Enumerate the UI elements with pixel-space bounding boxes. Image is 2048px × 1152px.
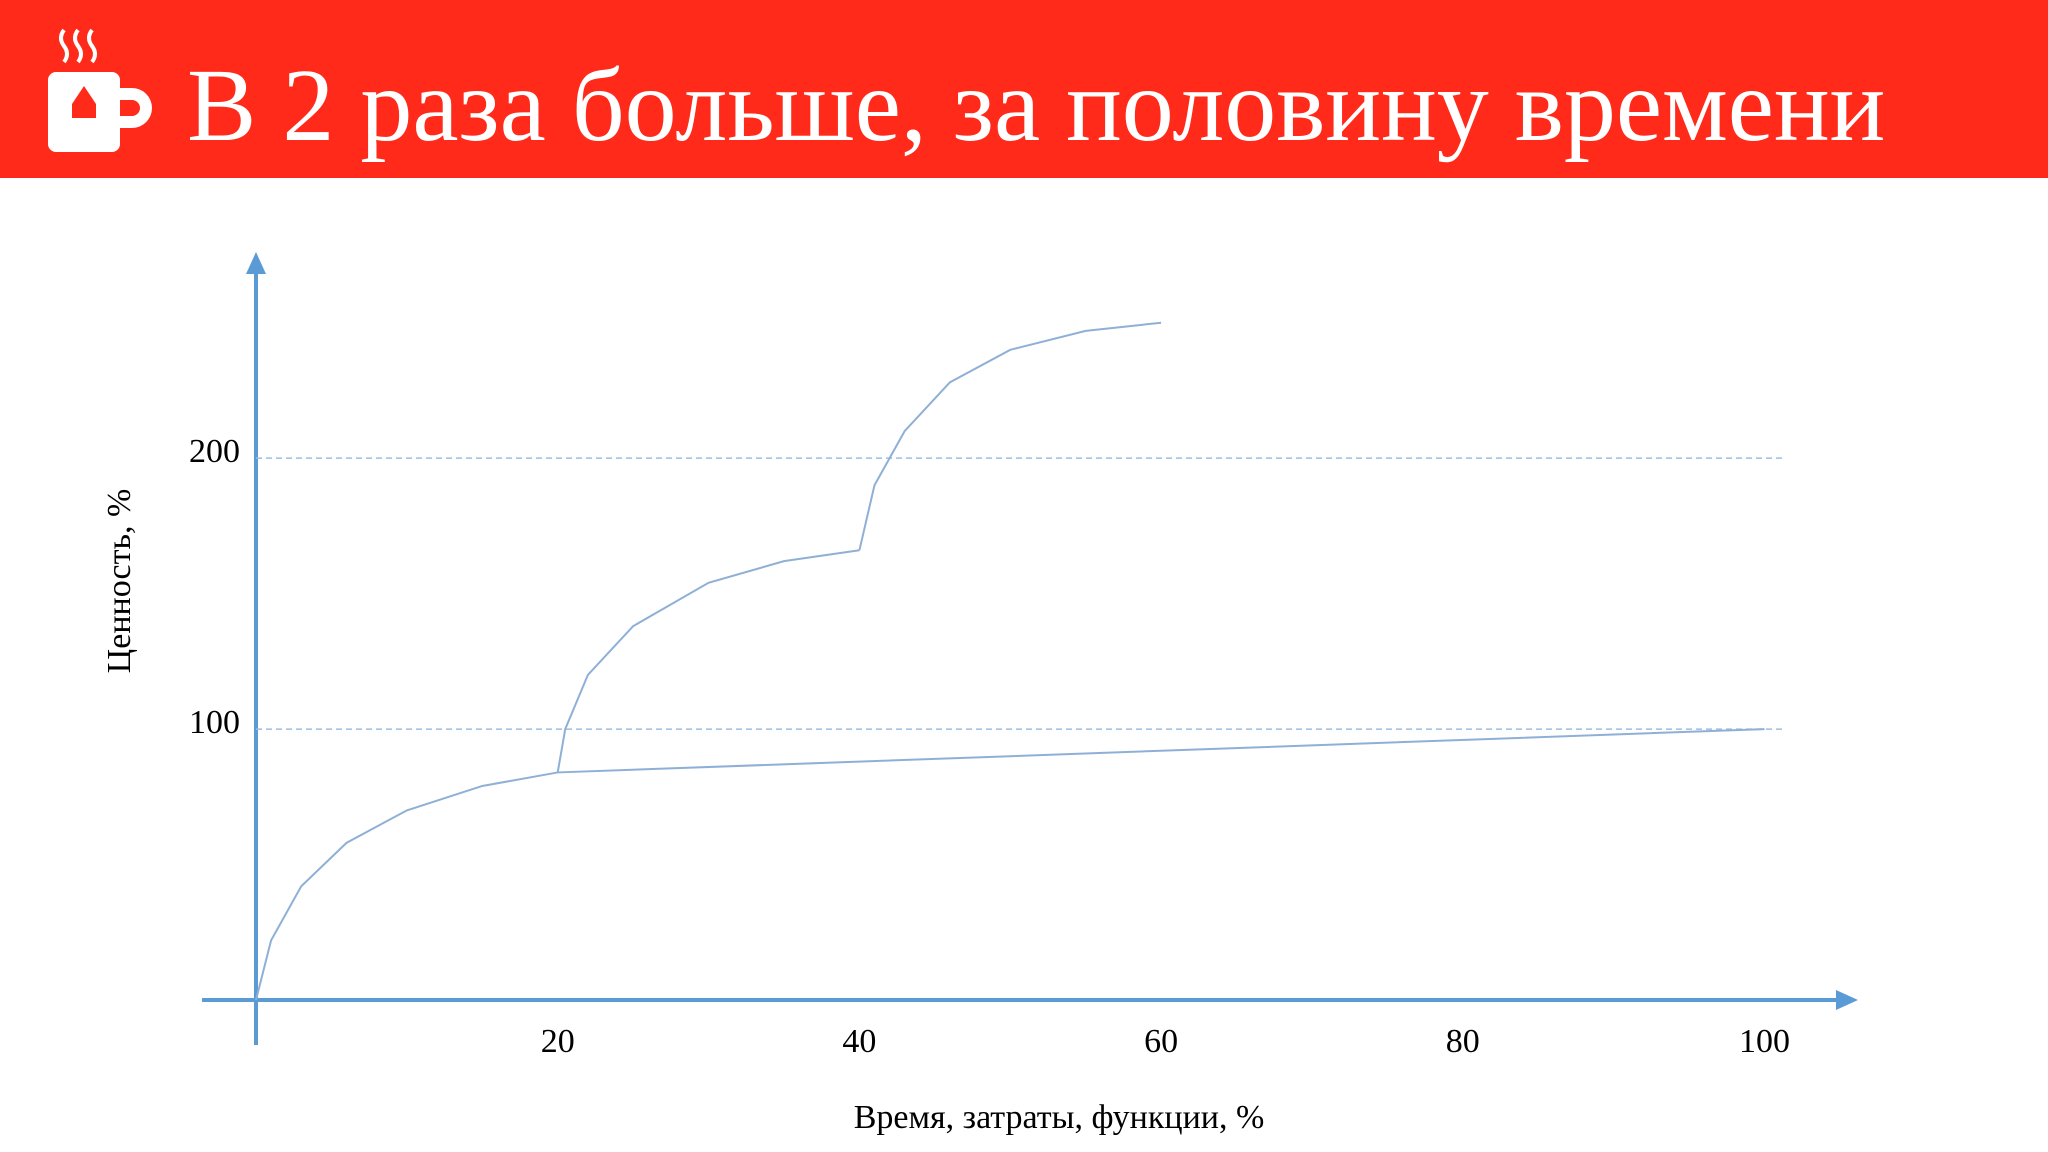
x-tick-label: 40: [842, 1023, 876, 1060]
slide-title: В 2 раза больше, за половину времени: [187, 48, 1885, 163]
curve: [556, 549, 860, 773]
y-tick-label: 200: [189, 433, 240, 470]
y-axis-title: Ценность, %: [101, 489, 138, 674]
x-axis-arrow: [1836, 990, 1858, 1010]
curve: [255, 728, 1765, 1001]
logo: [48, 28, 152, 152]
x-tick-label: 80: [1446, 1023, 1480, 1060]
x-tick-label: 20: [541, 1023, 575, 1060]
y-tick-label: 100: [189, 704, 240, 741]
plot: [202, 252, 1858, 1045]
curve: [858, 321, 1162, 551]
x-tick-label: 100: [1739, 1023, 1790, 1060]
x-tick-label: 60: [1144, 1023, 1178, 1060]
y-axis-arrow: [246, 252, 266, 274]
x-axis-title: Время, затраты, функции, %: [854, 1099, 1265, 1136]
header-band: [0, 0, 2048, 178]
